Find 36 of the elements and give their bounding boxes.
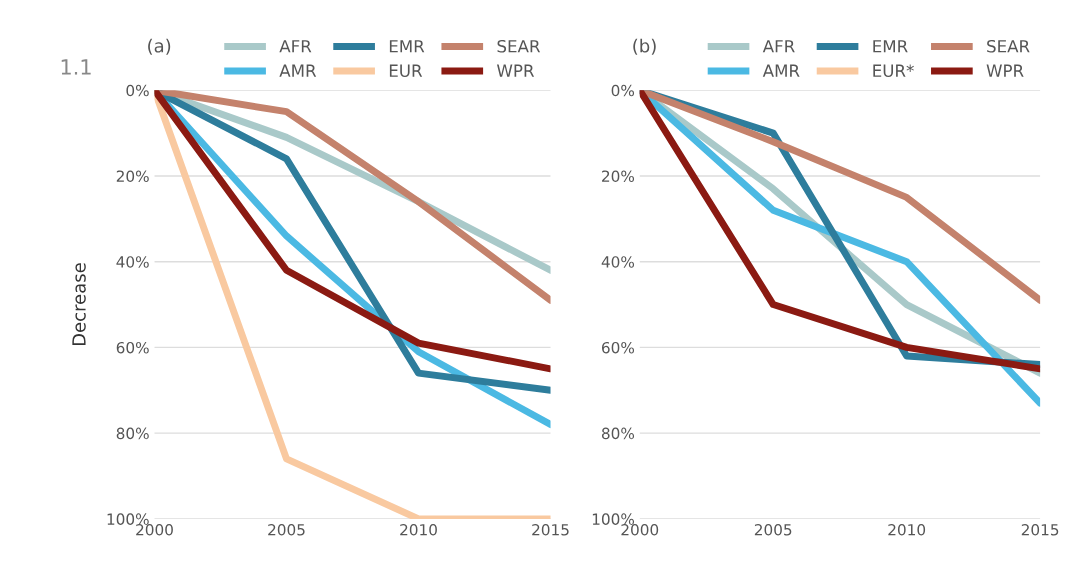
y-tick-label: 100%	[107, 513, 149, 525]
y-tick-label: 80%	[601, 427, 635, 440]
text: 1.1	[61, 59, 91, 75]
y-tick-label: 40%	[601, 256, 635, 268]
legend-label: EUR*	[873, 64, 914, 78]
y-tick-label: 0%	[126, 84, 149, 97]
legend-label: AMR	[279, 64, 317, 77]
chart-title: (b)	[633, 38, 656, 55]
x-tick-label: 2010	[400, 524, 437, 536]
x-tick-label: 2005	[268, 524, 305, 536]
y-tick-label: 40%	[116, 256, 149, 268]
legend-label: EUR	[389, 64, 423, 78]
chart-title: (a)	[148, 38, 171, 55]
legend-label: WPR	[986, 64, 1024, 77]
legend-label: WPR	[496, 64, 535, 77]
legend-label: AMR	[762, 64, 800, 77]
y-tick-label: 20%	[602, 170, 635, 182]
legend-label: AFR	[762, 40, 795, 53]
legend-label: SEAR	[497, 39, 541, 53]
y-tick-label: 20%	[116, 170, 149, 182]
y-tick-label: 100%	[592, 513, 635, 525]
y-tick-label: 0%	[611, 84, 635, 97]
legend-label: SEAR	[987, 39, 1030, 53]
y-tick-label: 80%	[116, 427, 149, 440]
legend-label: EMR	[873, 40, 908, 53]
x-tick-label: 2015	[532, 524, 569, 536]
x-tick-label: 2015	[1021, 524, 1059, 536]
legend-label: AFR	[279, 40, 312, 53]
y-tick-label: 60%	[116, 341, 149, 354]
y-axis-title: Decrease	[72, 263, 86, 346]
x-tick-label: 2010	[888, 524, 926, 536]
x-tick-label: 2000	[136, 524, 173, 536]
x-tick-label: 2000	[621, 524, 659, 536]
y-tick-label: 60%	[601, 341, 635, 354]
x-tick-label: 2005	[754, 524, 792, 536]
legend-label: EMR	[389, 40, 425, 53]
